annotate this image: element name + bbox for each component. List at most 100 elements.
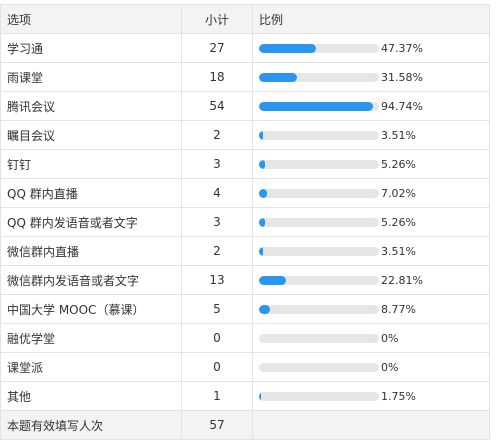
progress-fill (259, 72, 297, 82)
option-ratio: 47.37% (252, 33, 490, 63)
option-label: 雨课堂 (0, 62, 182, 92)
ratio-bar-wrap: 0% (253, 332, 489, 345)
option-label: QQ 群内直播 (0, 178, 182, 208)
table-row: 微信群内直播 2 3.51% (0, 236, 490, 266)
progress-track (259, 391, 379, 401)
progress-track (259, 159, 379, 169)
progress-fill (259, 188, 268, 198)
progress-track (259, 304, 379, 314)
option-count: 54 (181, 91, 253, 121)
option-ratio: 94.74% (252, 91, 490, 121)
percent-value: 47.37% (381, 41, 423, 55)
percent-value: 94.74% (381, 99, 423, 113)
table-row: QQ 群内直播 4 7.02% (0, 178, 490, 208)
table-row: 瞩目会议 2 3.51% (0, 120, 490, 150)
ratio-bar-wrap: 1.75% (253, 390, 489, 403)
progress-track (259, 246, 379, 256)
option-label: 瞩目会议 (0, 120, 182, 150)
table-row: QQ 群内发语音或者文字 3 5.26% (0, 207, 490, 237)
percent-value: 22.81% (381, 273, 423, 287)
column-header-option: 选项 (0, 4, 182, 34)
ratio-bar-wrap: 5.26% (253, 216, 489, 229)
ratio-bar-wrap: 3.51% (253, 245, 489, 258)
ratio-bar-wrap: 22.81% (253, 274, 489, 287)
progress-track (259, 188, 379, 198)
option-count: 2 (181, 236, 253, 266)
option-ratio: 31.58% (252, 62, 490, 92)
option-count: 4 (181, 178, 253, 208)
option-label: 融优学堂 (0, 323, 182, 353)
option-ratio: 5.26% (252, 149, 490, 179)
option-ratio: 8.77% (252, 294, 490, 324)
table-row: 钉钉 3 5.26% (0, 149, 490, 179)
progress-fill (259, 275, 287, 285)
progress-fill (259, 130, 264, 140)
option-label: 中国大学 MOOC（慕课） (0, 294, 182, 324)
option-count: 1 (181, 381, 253, 411)
progress-fill (259, 101, 373, 111)
option-label: QQ 群内发语音或者文字 (0, 207, 182, 237)
progress-track (259, 275, 379, 285)
ratio-bar-wrap: 5.26% (253, 158, 489, 171)
progress-fill (259, 43, 316, 53)
percent-value: 0% (381, 360, 399, 374)
percent-value: 7.02% (381, 186, 416, 200)
ratio-bar-wrap: 0% (253, 361, 489, 374)
progress-track (259, 43, 379, 53)
percent-value: 0% (381, 331, 399, 345)
ratio-bar-wrap: 94.74% (253, 100, 489, 113)
ratio-bar-wrap: 7.02% (253, 187, 489, 200)
option-label: 钉钉 (0, 149, 182, 179)
option-label: 课堂派 (0, 352, 182, 382)
progress-track (259, 333, 379, 343)
total-count: 57 (181, 410, 253, 440)
percent-value: 8.77% (381, 302, 416, 316)
option-ratio: 5.26% (252, 207, 490, 237)
option-count: 18 (181, 62, 253, 92)
percent-value: 1.75% (381, 389, 416, 403)
table-row: 学习通 27 47.37% (0, 33, 490, 63)
option-ratio: 7.02% (252, 178, 490, 208)
percent-value: 3.51% (381, 128, 416, 142)
option-count: 27 (181, 33, 253, 63)
survey-result-table: 选项 小计 比例 学习通 27 47.37% 雨课堂 18 31.58% 腾讯会议 54 94.… (0, 4, 490, 440)
option-count: 3 (181, 149, 253, 179)
option-label: 微信群内直播 (0, 236, 182, 266)
option-count: 0 (181, 352, 253, 382)
progress-track (259, 217, 379, 227)
option-count: 13 (181, 265, 253, 295)
percent-value: 3.51% (381, 244, 416, 258)
percent-value: 31.58% (381, 70, 423, 84)
option-ratio: 0% (252, 323, 490, 353)
option-count: 5 (181, 294, 253, 324)
option-count: 3 (181, 207, 253, 237)
ratio-bar-wrap: 47.37% (253, 42, 489, 55)
progress-fill (259, 304, 270, 314)
progress-fill (259, 391, 262, 401)
progress-fill (259, 246, 264, 256)
ratio-bar-wrap: 8.77% (253, 303, 489, 316)
option-ratio: 22.81% (252, 265, 490, 295)
total-label: 本题有效填写人次 (0, 410, 182, 440)
table-row: 腾讯会议 54 94.74% (0, 91, 490, 121)
ratio-bar-wrap: 3.51% (253, 129, 489, 142)
progress-track (259, 72, 379, 82)
option-label: 学习通 (0, 33, 182, 63)
option-count: 0 (181, 323, 253, 353)
total-empty-cell (252, 410, 490, 440)
option-count: 2 (181, 120, 253, 150)
progress-track (259, 362, 379, 372)
progress-track (259, 101, 379, 111)
table-row: 微信群内发语音或者文字 13 22.81% (0, 265, 490, 295)
table-header-row: 选项 小计 比例 (0, 4, 490, 34)
progress-fill (259, 217, 266, 227)
table-row: 课堂派 0 0% (0, 352, 490, 382)
table-row: 融优学堂 0 0% (0, 323, 490, 353)
option-label: 微信群内发语音或者文字 (0, 265, 182, 295)
total-row: 本题有效填写人次 57 (0, 410, 490, 440)
option-label: 其他 (0, 381, 182, 411)
option-ratio: 3.51% (252, 120, 490, 150)
option-label: 腾讯会议 (0, 91, 182, 121)
table-row: 雨课堂 18 31.58% (0, 62, 490, 92)
table-row: 中国大学 MOOC（慕课） 5 8.77% (0, 294, 490, 324)
